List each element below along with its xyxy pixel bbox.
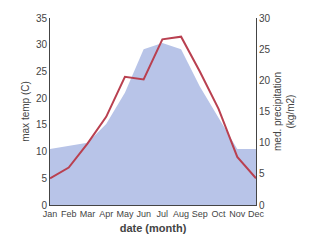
svg-text:15: 15 [259, 106, 271, 117]
svg-text:Oct: Oct [212, 209, 227, 219]
svg-text:20: 20 [36, 93, 48, 104]
svg-text:Jan: Jan [43, 209, 58, 219]
svg-text:Dec: Dec [248, 209, 265, 219]
svg-text:5: 5 [259, 168, 265, 179]
svg-text:35: 35 [36, 13, 48, 24]
svg-text:date (month): date (month) [120, 222, 187, 234]
svg-text:May: May [116, 209, 134, 219]
svg-text:5: 5 [41, 173, 47, 184]
svg-text:10: 10 [259, 137, 271, 148]
svg-text:0: 0 [41, 200, 47, 211]
svg-text:Apr: Apr [99, 209, 113, 219]
svg-text:med. precipitation(kg/m2): med. precipitation(kg/m2) [272, 72, 296, 151]
svg-text:Sep: Sep [192, 209, 208, 219]
svg-text:max temp (C): max temp (C) [20, 81, 31, 142]
svg-text:10: 10 [36, 146, 48, 157]
svg-text:Aug: Aug [173, 209, 189, 219]
svg-text:25: 25 [259, 44, 271, 55]
svg-text:Nov: Nov [229, 209, 246, 219]
svg-text:Feb: Feb [61, 209, 77, 219]
svg-text:25: 25 [36, 66, 48, 77]
svg-text:Jul: Jul [157, 209, 169, 219]
svg-text:30: 30 [259, 13, 271, 24]
svg-text:0: 0 [259, 200, 265, 211]
svg-text:20: 20 [259, 75, 271, 86]
svg-text:Jun: Jun [136, 209, 151, 219]
svg-text:15: 15 [36, 119, 48, 130]
svg-text:Mar: Mar [80, 209, 96, 219]
svg-text:30: 30 [36, 39, 48, 50]
